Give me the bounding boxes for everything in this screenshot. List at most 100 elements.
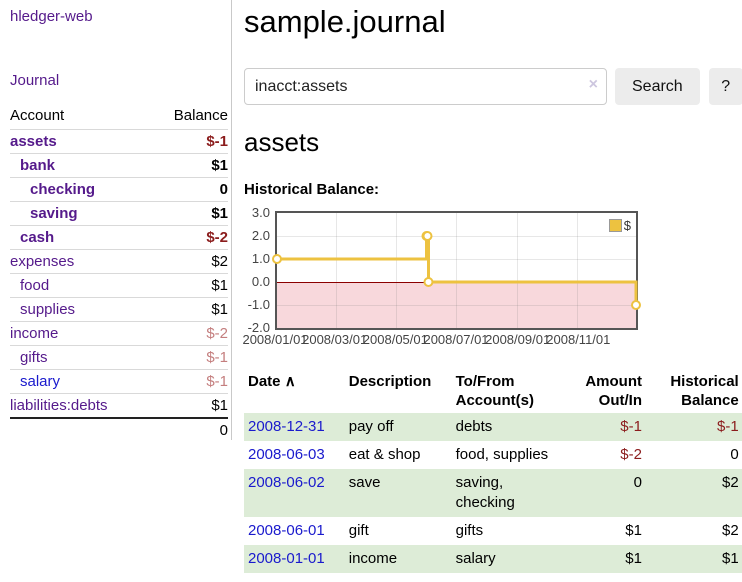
account-link-salary[interactable]: salary: [20, 373, 61, 390]
account-link-income[interactable]: income: [10, 325, 59, 342]
account-balance: $-1: [150, 129, 228, 154]
sort-ascending-icon[interactable]: ∧: [284, 373, 296, 390]
transaction-date-link[interactable]: 2008-01-01: [248, 550, 325, 567]
accounts-header-account: Account: [10, 107, 65, 124]
account-link-assets[interactable]: assets: [10, 133, 57, 150]
main-content: sample.journal × Search ? assets Histori…: [232, 0, 742, 573]
register-header-amount: Amount Out/In: [585, 373, 642, 409]
account-row-saving: saving $1: [10, 201, 228, 226]
account-balance: 0: [150, 177, 228, 202]
x-tick-label: 2008/05/01: [362, 332, 428, 347]
transaction-account: debts: [455, 418, 493, 435]
help-button[interactable]: ?: [708, 68, 742, 105]
data-point-marker: [631, 300, 641, 310]
y-tick-label: -1.0: [247, 297, 270, 312]
account-link-liabilities-debts[interactable]: liabilities:debts: [10, 397, 108, 414]
search-input[interactable]: [244, 68, 607, 105]
register-header-description: Description: [348, 373, 432, 390]
chart-plot-area: [272, 213, 641, 328]
gridline-vertical: [336, 213, 337, 328]
search-button[interactable]: Search: [615, 68, 700, 105]
transaction-balance: $2: [722, 522, 739, 539]
transaction-amount: $1: [625, 550, 642, 567]
transaction-account: gifts: [455, 522, 484, 539]
account-row-income: income $-2: [10, 321, 228, 346]
account-row-cash: cash $-2: [10, 225, 228, 250]
transaction-balance: $-1: [717, 418, 739, 435]
brand-link[interactable]: hledger-web: [10, 8, 93, 25]
legend-label: $: [623, 218, 631, 233]
account-balance: $1: [150, 297, 228, 322]
account-row-gifts: gifts $-1: [10, 345, 228, 370]
balance-series: [272, 231, 641, 310]
account-link-saving[interactable]: saving: [30, 205, 78, 222]
legend-swatch: [608, 219, 622, 232]
account-link-food[interactable]: food: [20, 277, 50, 294]
transaction-date-link[interactable]: 2008-06-03: [248, 446, 325, 463]
register-header-account: To/From Account(s): [455, 373, 534, 409]
account-link-gifts[interactable]: gifts: [20, 349, 48, 366]
account-row-supplies: supplies $1: [10, 297, 228, 322]
account-row-salary: salary $-1: [10, 369, 228, 394]
transaction-date-link[interactable]: 2008-06-01: [248, 522, 325, 539]
account-link-bank[interactable]: bank: [20, 157, 56, 174]
transaction-balance: $1: [722, 550, 739, 567]
account-row-checking: checking 0: [10, 177, 228, 202]
account-balance: $1: [150, 153, 228, 178]
register-row: 2008-06-02 save saving, checking 0 $2: [244, 469, 742, 517]
gridline-horizontal: [277, 236, 636, 237]
transaction-description: pay off: [348, 418, 394, 435]
transaction-date-link[interactable]: 2008-12-31: [248, 418, 325, 435]
gridline-horizontal: [277, 305, 636, 306]
data-point-marker: [422, 231, 433, 241]
accounts-total-row: 0: [10, 417, 228, 442]
chart-legend: $: [608, 218, 631, 233]
sidebar-item-journal[interactable]: Journal: [10, 72, 60, 89]
accounts-header-balance: Balance: [173, 107, 228, 124]
gridline-vertical: [456, 213, 457, 328]
y-tick-label: 1.0: [251, 251, 270, 266]
gridline-vertical: [396, 213, 397, 328]
clear-search-icon[interactable]: ×: [588, 76, 598, 93]
account-balance: $-1: [150, 369, 228, 394]
page-title: sample.journal: [244, 4, 446, 39]
accounts-total-spacer: [10, 417, 151, 442]
transaction-account: food, supplies: [455, 446, 549, 463]
transaction-amount: $-2: [620, 446, 642, 463]
account-balance: $1: [150, 393, 228, 418]
register-row: 2008-06-01 gift gifts $1 $2: [244, 517, 742, 545]
register-header-balance: Historical Balance: [670, 373, 739, 409]
gridline-vertical: [516, 213, 518, 328]
data-point-marker: [423, 277, 434, 287]
x-tick-label: 2008/01/01: [242, 332, 308, 347]
account-link-expenses[interactable]: expenses: [10, 253, 75, 270]
account-row-food: food $1: [10, 273, 228, 298]
transaction-date-link[interactable]: 2008-06-02: [248, 474, 325, 491]
account-row-expenses: expenses $2: [10, 249, 228, 274]
register-row: 2008-06-03 eat & shop food, supplies $-2…: [244, 441, 742, 469]
gridline-horizontal: [277, 259, 636, 260]
account-link-cash[interactable]: cash: [20, 229, 55, 246]
transaction-account: salary: [455, 550, 496, 567]
account-link-supplies[interactable]: supplies: [20, 301, 76, 318]
register-header-row: Date ∧ Description To/From Account(s) Am…: [244, 369, 742, 413]
transaction-description: income: [348, 550, 398, 567]
x-tick-label: 2008/09/01: [485, 332, 551, 347]
account-balance: $-2: [150, 225, 228, 250]
accounts-total-value: 0: [150, 417, 228, 442]
search-form: × Search ?: [244, 68, 742, 105]
y-tick-label: -2.0: [247, 320, 270, 335]
account-row-bank: bank $1: [10, 153, 228, 178]
register-header-date-label: Date: [248, 373, 281, 390]
account-balance: $1: [150, 273, 228, 298]
account-balance: $1: [150, 201, 228, 226]
transaction-description: gift: [348, 522, 369, 539]
balance-chart: $ 3.0 2.0 1.0 0.0 -1.0 -2.0: [244, 205, 641, 335]
register-header-date[interactable]: Date ∧: [244, 369, 345, 413]
y-tick-label: 3.0: [251, 205, 270, 220]
chart-plot: $: [272, 211, 641, 330]
sidebar: hledger-web Journal Account Balance asse…: [0, 0, 232, 573]
transaction-amount: $-1: [620, 418, 642, 435]
account-link-checking[interactable]: checking: [30, 181, 96, 198]
